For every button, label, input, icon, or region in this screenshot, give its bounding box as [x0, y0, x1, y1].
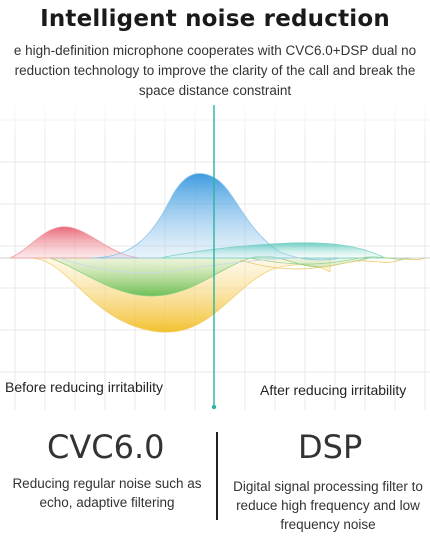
- page-title: Intelligent noise reduction: [40, 6, 390, 32]
- before-label: Before reducing irritability: [5, 379, 163, 395]
- center-divider-dot: [211, 404, 217, 410]
- subtitle-line-1: e high-definition microphone cooperates …: [13, 43, 417, 58]
- dsp-title: DSP: [298, 428, 363, 466]
- subtitle-line-3: space distance constraint: [138, 83, 292, 98]
- residual-noise-lines: [59, 256, 426, 274]
- feature-divider: [216, 432, 218, 520]
- after-label: After reducing irritability: [260, 382, 407, 398]
- wave-teal: [159, 242, 386, 259]
- cvc-title: CVC6.0: [47, 428, 165, 466]
- dsp-description: Digital signal processing filter to redu…: [233, 479, 423, 532]
- subtitle-line-2: reduction technology to improve the clar…: [14, 63, 416, 78]
- cvc-description: Reducing regular noise such as echo, ada…: [12, 476, 202, 510]
- noise-reduction-graph: [0, 100, 430, 410]
